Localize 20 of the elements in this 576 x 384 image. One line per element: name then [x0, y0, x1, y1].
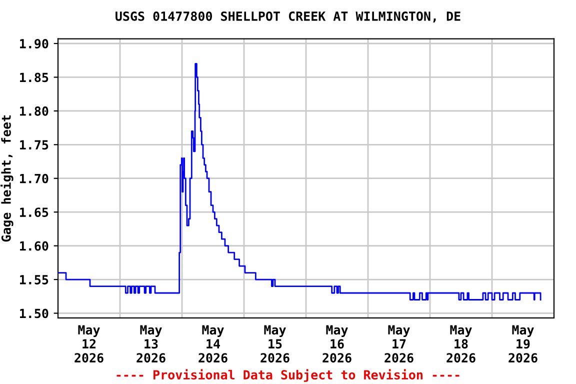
x-tick-label: May 12 2026: [74, 325, 104, 363]
y-tick-label: 1.65: [20, 208, 48, 218]
y-tick-label: 1.60: [20, 241, 48, 251]
x-tick-label: May 16 2026: [322, 325, 352, 363]
x-tick-label: May 17 2026: [384, 325, 414, 363]
y-tick-label: 1.90: [20, 38, 48, 48]
x-tick-label: May 14 2026: [198, 325, 228, 363]
y-tick-label: 1.75: [20, 140, 48, 150]
y-tick-label: 1.85: [20, 72, 48, 82]
y-axis-title: Gage height, feet: [0, 115, 14, 242]
y-tick-label: 1.80: [20, 106, 48, 116]
x-tick-label: May 19 2026: [508, 325, 538, 363]
x-tick-label: May 15 2026: [260, 325, 290, 363]
x-tick-label: May 13 2026: [136, 325, 166, 363]
text: ---- Provisional Data Subject to Revision ----: [116, 369, 460, 382]
chart-title: USGS 01477800 SHELLPOT CREEK AT WILMINGTON, DE: [116, 11, 460, 22]
y-tick-label: 1.55: [20, 275, 48, 284]
y-tick-label: 1.70: [20, 174, 48, 184]
x-tick-label: May 18 2026: [446, 325, 476, 363]
y-tick-label: 1.50: [20, 308, 48, 318]
